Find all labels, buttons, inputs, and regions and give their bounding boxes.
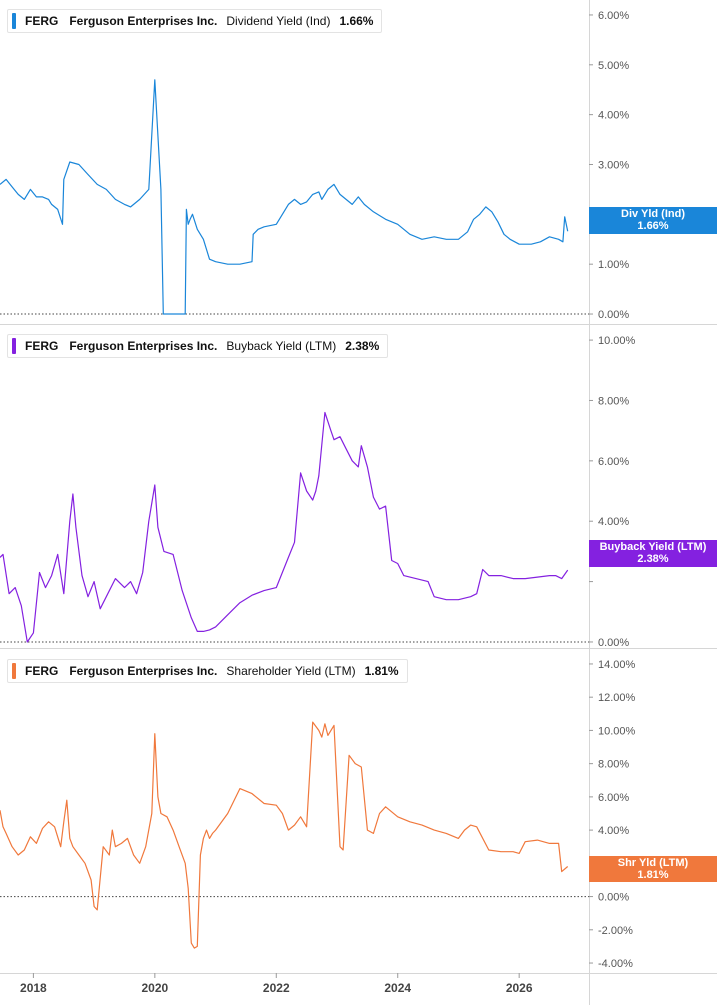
legend-ticker: FERG bbox=[25, 339, 59, 353]
y-tick-label: 6.00% bbox=[598, 10, 629, 22]
legend-value: 2.38% bbox=[345, 339, 380, 353]
tag-label: Shr Yld (LTM) bbox=[617, 857, 689, 869]
legend-dividend-yield: FERG Ferguson Enterprises Inc. Dividend … bbox=[7, 9, 383, 33]
y-tick-label: 1.00% bbox=[598, 259, 629, 271]
y-tick-label: 10.00% bbox=[598, 725, 636, 737]
legend-value: 1.81% bbox=[364, 664, 399, 678]
legend-metric: Buyback Yield (LTM) bbox=[226, 339, 337, 353]
y-tick-label: 10.00% bbox=[598, 335, 636, 347]
last-value-tag-buyback: Buyback Yield (LTM) 2.38% bbox=[589, 540, 717, 567]
series-line-2 bbox=[0, 411, 569, 643]
series-line-1 bbox=[0, 79, 569, 315]
tag-value: 1.81% bbox=[637, 869, 669, 881]
y-tick-label: 0.00% bbox=[598, 637, 629, 649]
legend-shareholder-yield: FERG Ferguson Enterprises Inc. Sharehold… bbox=[7, 659, 408, 683]
x-tick-label: 2020 bbox=[141, 981, 168, 995]
tag-value: 1.66% bbox=[637, 220, 669, 232]
y-tick-label: 3.00% bbox=[598, 159, 629, 171]
legend-value: 1.66% bbox=[339, 14, 374, 28]
legend-metric: Shareholder Yield (LTM) bbox=[226, 664, 356, 678]
series-color-swatch bbox=[12, 13, 16, 29]
y-tick-label: 6.00% bbox=[598, 792, 629, 804]
legend-company: Ferguson Enterprises Inc. bbox=[69, 664, 218, 678]
series-color-swatch bbox=[12, 663, 16, 679]
y-tick-label: 12.00% bbox=[598, 692, 636, 704]
x-tick-label: 2024 bbox=[384, 981, 411, 995]
y-tick-label: -2.00% bbox=[598, 925, 633, 937]
x-tick-label: 2018 bbox=[20, 981, 47, 995]
y-tick-label: -4.00% bbox=[598, 958, 633, 970]
y-tick-label: 8.00% bbox=[598, 759, 629, 771]
y-tick-label: 14.00% bbox=[598, 659, 636, 671]
y-tick-label: 4.00% bbox=[598, 825, 629, 837]
y-tick-label: 0.00% bbox=[598, 309, 629, 321]
y-tick-label: 8.00% bbox=[598, 395, 629, 407]
last-value-tag-dividend: Div Yld (Ind) 1.66% bbox=[589, 207, 717, 234]
tag-label: Buyback Yield (LTM) bbox=[599, 541, 707, 553]
y-tick-label: 5.00% bbox=[598, 60, 629, 72]
tag-value: 2.38% bbox=[637, 553, 669, 565]
x-tick-label: 2022 bbox=[263, 981, 290, 995]
series-line-3 bbox=[0, 721, 569, 949]
y-tick-label: 4.00% bbox=[598, 110, 629, 122]
legend-metric: Dividend Yield (Ind) bbox=[226, 14, 331, 28]
x-tick-label: 2026 bbox=[506, 981, 533, 995]
legend-company: Ferguson Enterprises Inc. bbox=[69, 14, 218, 28]
series-color-swatch bbox=[12, 338, 16, 354]
tag-label: Div Yld (Ind) bbox=[621, 208, 685, 220]
legend-ticker: FERG bbox=[25, 664, 59, 678]
y-tick-label: 0.00% bbox=[598, 892, 629, 904]
legend-ticker: FERG bbox=[25, 14, 59, 28]
y-tick-label: 4.00% bbox=[598, 516, 629, 528]
legend-company: Ferguson Enterprises Inc. bbox=[69, 339, 218, 353]
y-tick-label: 6.00% bbox=[598, 456, 629, 468]
legend-buyback-yield: FERG Ferguson Enterprises Inc. Buyback Y… bbox=[7, 334, 389, 358]
last-value-tag-shareholder: Shr Yld (LTM) 1.81% bbox=[589, 856, 717, 882]
